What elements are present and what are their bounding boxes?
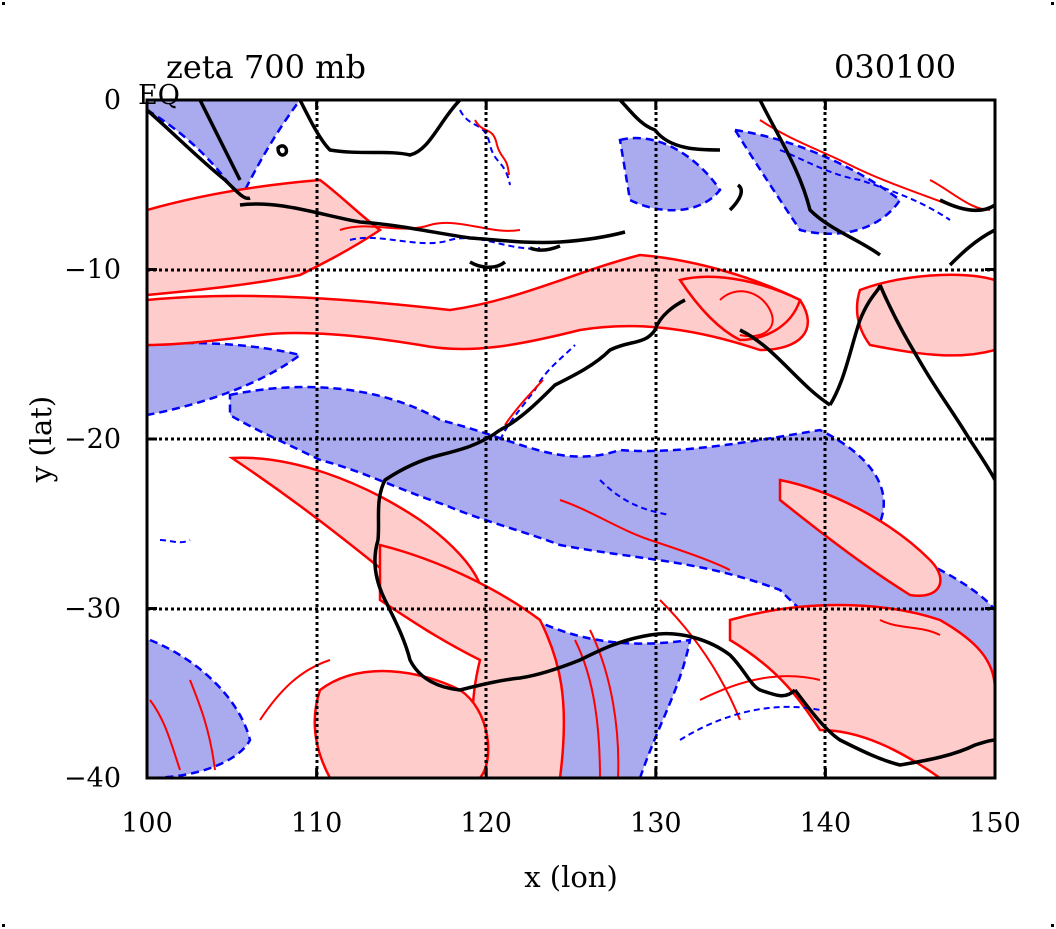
x-tick-label: 150	[969, 808, 1021, 839]
x-axis-label: x (lon)	[524, 860, 618, 894]
timestamp-label: 030100	[834, 48, 957, 86]
y-axis-tick-labels: 0 −10 −20 −30 −40	[64, 85, 121, 794]
gridlines	[147, 100, 995, 778]
y-tick-label: −30	[64, 594, 121, 625]
y-axis-label: y (lat)	[24, 396, 58, 483]
y-tick-label: −10	[64, 255, 121, 286]
chart-title: zeta 700 mb	[166, 48, 366, 86]
corner-mark-bottom-left	[2, 924, 5, 927]
y-tick-label: −20	[64, 424, 121, 455]
x-tick-label: 120	[460, 808, 512, 839]
x-tick-label: 100	[121, 808, 173, 839]
x-tick-label: 140	[800, 808, 852, 839]
corner-mark-top-left	[2, 2, 5, 5]
y-tick-label: 0	[104, 85, 121, 116]
x-axis-tick-labels: 100 110 120 130 140 150	[121, 808, 1021, 839]
axis-ticks	[145, 98, 997, 780]
contour-fields	[147, 100, 995, 778]
y-tick-label: −40	[64, 763, 121, 794]
corner-mark-bottom-right	[1051, 924, 1054, 927]
x-tick-label: 130	[630, 808, 682, 839]
x-tick-label: 110	[291, 808, 343, 839]
positive-vorticity-fill	[147, 178, 995, 778]
equator-label: EQ	[138, 80, 180, 111]
corner-mark-top-right	[1051, 2, 1054, 5]
